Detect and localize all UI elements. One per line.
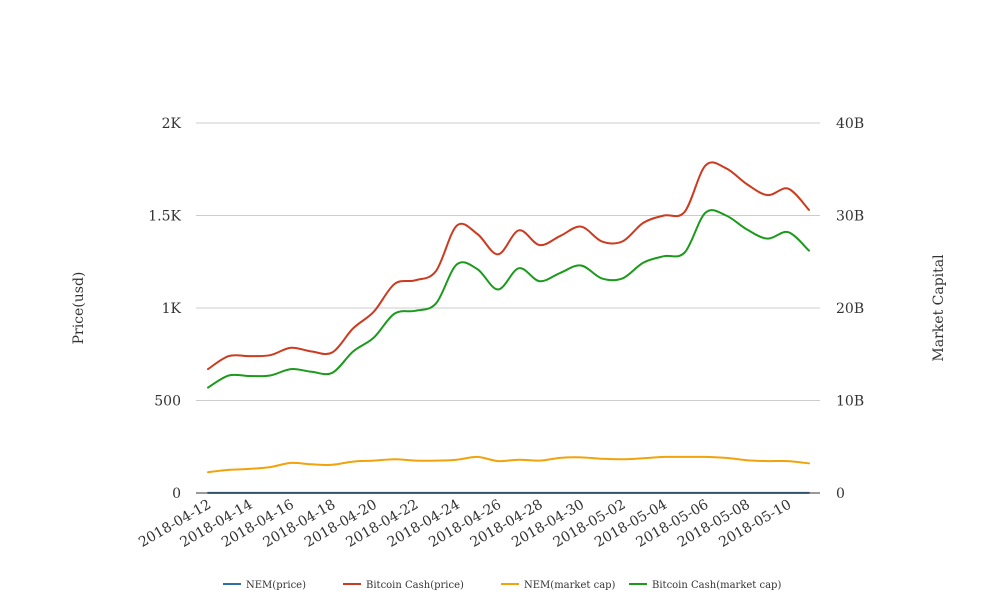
right-tick-label: 20B [836, 301, 864, 317]
left-tick-label: 500 [154, 394, 181, 410]
right-tick-label: 30B [836, 209, 864, 225]
legend-item-bitcoin-cash-price[interactable]: Bitcoin Cash(price) [343, 580, 464, 591]
x-axis-ticks: 2018-04-122018-04-142018-04-162018-04-18… [136, 497, 794, 551]
series-line-bitcoin-cash-market-cap [207, 209, 810, 389]
legend-label: Bitcoin Cash(market cap) [652, 580, 781, 591]
series-lines [207, 161, 810, 494]
right-tick-label: 0 [836, 486, 845, 502]
left-tick-label: 2K [162, 116, 182, 132]
left-tick-label: 0 [172, 486, 181, 502]
right-tick-label: 10B [836, 394, 864, 410]
legend-item-nem-market-cap[interactable]: NEM(market cap) [501, 580, 616, 591]
left-tick-label: 1.5K [148, 209, 181, 225]
legend: NEM(price) Bitcoin Cash(price) NEM(market … [223, 580, 781, 591]
left-axis-ticks: 0 500 1K 1.5K 2K [148, 116, 181, 502]
right-tick-label: 40B [836, 116, 864, 132]
right-axis-ticks: 0 10B 20B 30B 40B [836, 116, 864, 502]
left-axis-title: Price(usd) [71, 272, 87, 345]
legend-label: Bitcoin Cash(price) [366, 580, 464, 591]
series-line-nem-market-cap [207, 455, 810, 474]
legend-item-bitcoin-cash-market-cap[interactable]: Bitcoin Cash(market cap) [629, 580, 781, 591]
gridlines [196, 122, 820, 401]
left-tick-label: 1K [162, 301, 182, 317]
legend-item-nem-price[interactable]: NEM(price) [223, 580, 306, 591]
series-line-bitcoin-cash-price [207, 161, 810, 371]
right-axis-title: Market Capital [931, 254, 947, 362]
legend-label: NEM(price) [246, 580, 306, 591]
legend-label: NEM(market cap) [524, 580, 616, 591]
